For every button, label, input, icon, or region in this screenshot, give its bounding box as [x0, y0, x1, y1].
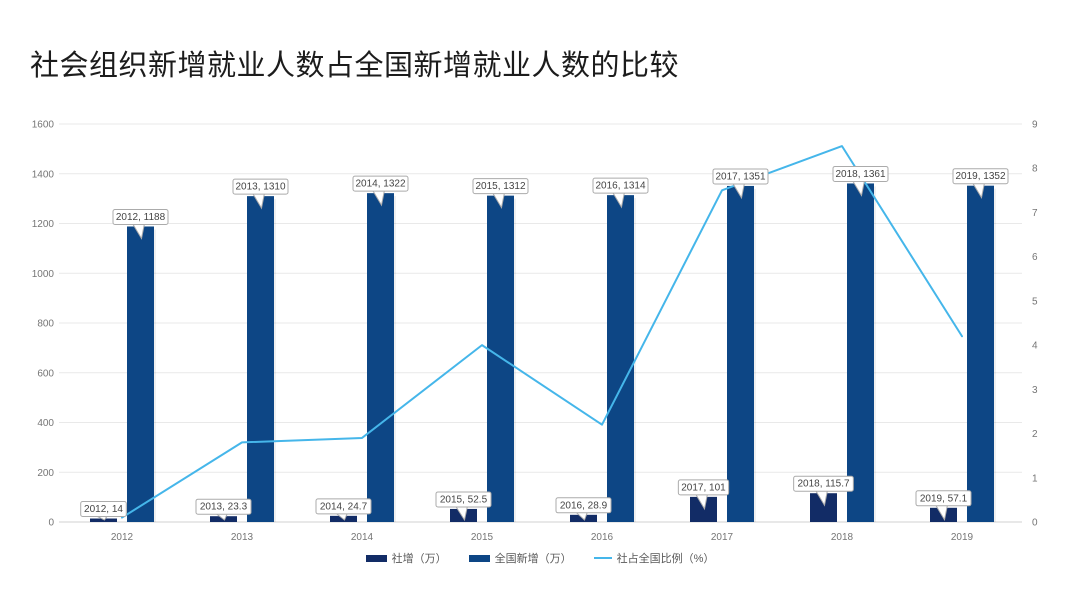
- callout-national-text: 2019, 1352: [955, 171, 1005, 182]
- right-axis-tick-label: 1: [1032, 473, 1038, 484]
- right-axis-tick-label: 0: [1032, 518, 1038, 529]
- right-axis-tick-label: 5: [1032, 296, 1038, 307]
- callout-national-text: 2014, 1322: [355, 179, 405, 190]
- left-axis-tick-label: 200: [37, 468, 54, 479]
- callout-social-text: 2014, 24.7: [320, 501, 368, 512]
- right-axis-tick-label: 4: [1032, 341, 1038, 352]
- callout-social-box: [80, 501, 127, 518]
- callout-national-text: 2016, 1314: [595, 181, 645, 192]
- bar-shadow: [154, 229, 156, 523]
- legend-swatch-ratio-line: [593, 556, 612, 560]
- callout-national-text: 2017, 1351: [715, 171, 765, 182]
- callout-social-box: [195, 498, 252, 515]
- left-axis-tick-label: 400: [37, 418, 54, 429]
- callout-national-text: 2015, 1312: [475, 181, 525, 192]
- callout-national-box: [472, 178, 529, 195]
- callout-social-box: [793, 475, 854, 492]
- left-axis-tick-label: 600: [37, 368, 54, 379]
- x-axis-category-label: 2014: [351, 532, 374, 543]
- bar-national: [967, 185, 994, 522]
- right-axis-tick-label: 6: [1032, 252, 1038, 263]
- callout-national-text: 2018, 1361: [835, 169, 885, 180]
- bar-national: [487, 195, 514, 522]
- legend-label-ratio: 社占全国比例（%）: [616, 553, 715, 565]
- legend-item-national: 全国新增（万）: [468, 550, 572, 566]
- left-axis-tick-label: 1600: [32, 120, 55, 131]
- callout-social-text: 2012, 14: [84, 504, 123, 515]
- callout-national-text: 2012, 1188: [116, 212, 166, 223]
- callout-national-box: [592, 177, 649, 194]
- x-axis-category-label: 2016: [591, 532, 614, 543]
- x-axis-category-label: 2013: [231, 532, 254, 543]
- callout-national-box: [352, 175, 409, 192]
- bar-national: [607, 195, 634, 522]
- callout-social-text: 2015, 52.5: [440, 494, 488, 505]
- x-axis-category-label: 2018: [831, 532, 854, 543]
- left-axis-tick-label: 1000: [32, 269, 55, 280]
- legend-swatch-national-bar: [468, 554, 490, 562]
- right-axis-tick-label: 2: [1032, 429, 1038, 440]
- callout-national-text: 2013, 1310: [235, 182, 285, 193]
- x-axis-category-label: 2017: [711, 532, 734, 543]
- legend-item-ratio: 社占全国比例（%）: [593, 550, 715, 566]
- bar-shadow: [514, 198, 516, 522]
- bar-national: [367, 193, 394, 522]
- ratio-line: [121, 145, 963, 519]
- legend-label-national: 全国新增（万）: [494, 553, 572, 565]
- callout-social-box: [435, 491, 492, 508]
- bar-shadow: [874, 186, 876, 523]
- right-axis-tick-label: 7: [1032, 208, 1038, 219]
- legend-swatch-social-bar: [365, 554, 387, 562]
- callout-social-text: 2016, 28.9: [560, 500, 608, 511]
- callout-social-text: 2013, 23.3: [200, 502, 248, 513]
- callout-social-box: [555, 497, 612, 514]
- bar-shadow: [754, 188, 756, 522]
- right-axis-tick-label: 3: [1032, 385, 1038, 396]
- callout-national-box: [952, 168, 1009, 185]
- callout-social-box: [315, 498, 372, 515]
- left-axis-tick-label: 0: [48, 518, 54, 529]
- bar-shadow: [394, 196, 396, 522]
- x-axis-category-label: 2012: [111, 532, 134, 543]
- callout-social-text: 2018, 115.7: [797, 479, 850, 490]
- callout-national-box: [232, 178, 289, 195]
- left-axis-tick-label: 1200: [32, 219, 55, 230]
- left-axis-tick-label: 800: [37, 319, 54, 330]
- callout-national-box: [712, 168, 769, 185]
- callout-national-box: [112, 208, 169, 225]
- legend-label-social: 社增（万）: [391, 553, 447, 565]
- callout-social-text: 2019, 57.1: [920, 493, 968, 504]
- x-axis-category-label: 2019: [951, 532, 974, 543]
- callout-social-box: [677, 479, 730, 496]
- x-axis-category-label: 2015: [471, 532, 494, 543]
- left-axis-tick-label: 1400: [32, 169, 55, 180]
- bar-shadow: [274, 199, 276, 522]
- callout-social-box: [915, 490, 972, 507]
- chart-legend: 社增（万） 全国新增（万） 社占全国比例（%）: [0, 549, 1080, 567]
- right-axis-tick-label: 8: [1032, 164, 1038, 175]
- chart-title: 社会组织新增就业人数占全国新增就业人数的比较: [30, 50, 680, 82]
- right-axis-tick-label: 9: [1032, 120, 1038, 131]
- bar-national: [247, 196, 274, 522]
- bar-national: [727, 185, 754, 522]
- bar-national: [847, 183, 874, 523]
- bar-shadow: [994, 188, 996, 522]
- legend-item-social: 社增（万）: [365, 550, 447, 566]
- callout-social-text: 2017, 101: [681, 482, 726, 493]
- bar-social: [90, 518, 117, 522]
- callout-national-box: [832, 165, 889, 182]
- bar-national: [127, 226, 154, 523]
